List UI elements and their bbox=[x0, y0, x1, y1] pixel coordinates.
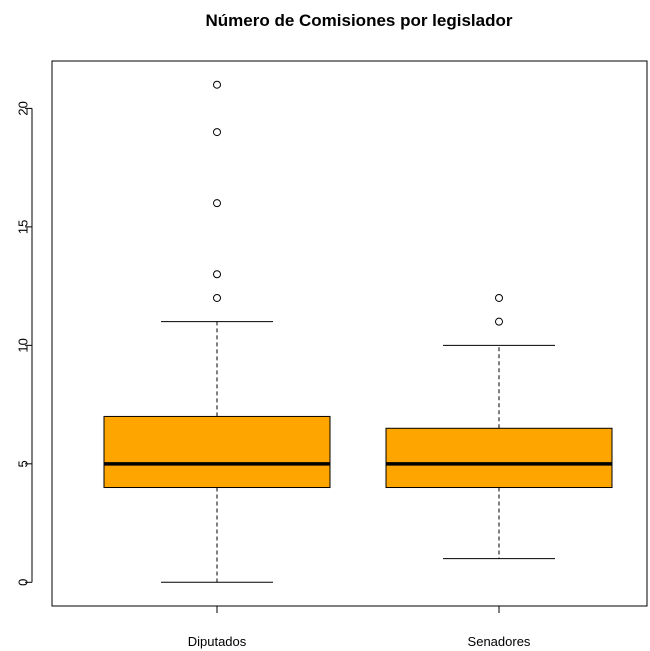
iqr-box bbox=[385, 427, 613, 489]
x-tick-label: Diputados bbox=[188, 634, 247, 649]
y-tick-label: 15 bbox=[15, 220, 30, 234]
axes: 0 5 10 15 20 Diputados Senadores bbox=[15, 101, 530, 649]
plot-marks bbox=[103, 80, 613, 583]
outlier-point bbox=[213, 199, 221, 208]
y-tick-label: 5 bbox=[15, 460, 30, 467]
outlier-point bbox=[213, 80, 221, 89]
box-senadores bbox=[385, 293, 613, 560]
outlier-point bbox=[495, 293, 503, 302]
iqr-box bbox=[103, 415, 331, 489]
box-diputados bbox=[103, 80, 331, 583]
chart-title: Número de Comisiones por legislador bbox=[205, 11, 512, 30]
y-tick-label: 0 bbox=[15, 579, 30, 586]
outlier-point bbox=[495, 317, 503, 326]
y-tick-label: 20 bbox=[15, 101, 30, 115]
outlier-point bbox=[213, 270, 221, 279]
outlier-point bbox=[213, 128, 221, 137]
outlier-point bbox=[213, 293, 221, 302]
plot-area-frame bbox=[51, 60, 648, 607]
x-tick-label: Senadores bbox=[468, 634, 531, 649]
y-tick-label: 10 bbox=[15, 338, 30, 352]
